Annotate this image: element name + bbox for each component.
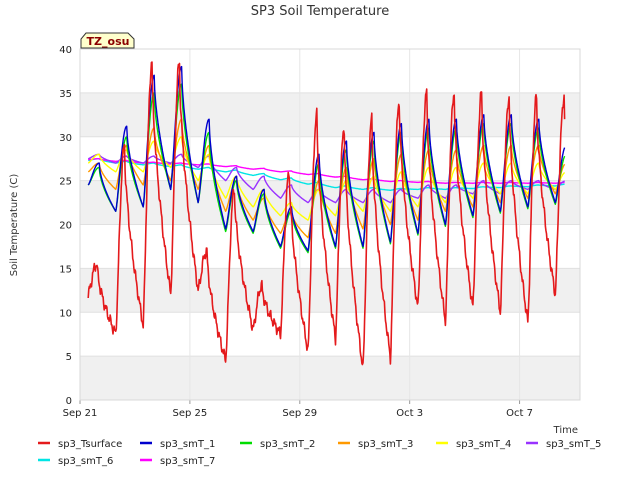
x-tick-label: Sep 25: [173, 408, 208, 419]
legend-item-sp3_smT_4: sp3_smT_4: [436, 439, 511, 450]
band-0-5: [80, 356, 580, 400]
legend-item-sp3_smT_6: sp3_smT_6: [38, 456, 113, 467]
legend-item-sp3_smT_2: sp3_smT_2: [240, 439, 315, 450]
x-tick-label: Sep 21: [63, 408, 98, 419]
legend-item-sp3_smT_1: sp3_smT_1: [140, 439, 215, 450]
plot-frame: [79, 48, 581, 401]
band-30-35: [80, 92, 580, 137]
site-badge-label: TZ_osu: [87, 35, 130, 48]
legend: sp3_Tsurface sp3_smT_1 sp3_smT_2 sp3_smT_3 s…: [38, 439, 601, 467]
y-tick-label: 0: [66, 396, 72, 407]
y-tick-label: 20: [59, 221, 72, 232]
band-5-10: [80, 312, 580, 357]
y-tick-label: 15: [59, 264, 72, 275]
legend-label: sp3_smT_4: [456, 439, 511, 450]
legend-label: sp3_smT_5: [546, 439, 601, 450]
x-tick-labels: Sep 21 Sep 25 Sep 29 Oct 3 Oct 7: [63, 408, 533, 419]
series-line-sp3_smT_6: [88, 157, 565, 192]
chart-title: SP3 Soil Temperature: [251, 4, 389, 19]
y-tick-labels: 0 5 10 15 20 25 30 35 40: [59, 45, 72, 407]
legend-label: sp3_Tsurface: [58, 439, 122, 450]
site-badge: TZ_osu: [80, 32, 135, 49]
legend-label: sp3_smT_1: [160, 439, 215, 450]
x-tick-label: Oct 3: [396, 408, 423, 419]
series-line-sp3_smT_5: [87, 153, 565, 204]
legend-label: sp3_smT_6: [58, 456, 113, 467]
legend-label: sp3_smT_3: [358, 439, 413, 450]
legend-label: sp3_smT_7: [160, 456, 215, 467]
legend-item-sp3_smT_7: sp3_smT_7: [140, 456, 215, 467]
band-35-40: [80, 49, 580, 93]
y-tick-label: 40: [59, 45, 72, 56]
y-tick-label: 35: [59, 89, 72, 100]
y-axis-label: Soil Temperature (C): [9, 174, 20, 277]
legend-label: sp3_smT_2: [260, 439, 315, 450]
y-tick-label: 25: [59, 177, 72, 188]
site-badge-box: [80, 32, 135, 49]
series-layer: [87, 61, 566, 366]
legend-item-sp3_smT_5: sp3_smT_5: [526, 439, 601, 450]
y-tick-label: 30: [59, 133, 72, 144]
series-line-sp3_smT_1: [87, 65, 566, 252]
legend-item-sp3_Tsurface: sp3_Tsurface: [38, 439, 122, 450]
grid-lines: [79, 48, 580, 404]
y-tick-label: 10: [59, 308, 72, 319]
y-tick-label: 5: [66, 352, 72, 363]
legend-item-sp3_smT_3: sp3_smT_3: [338, 439, 413, 450]
x-axis-label: Time: [553, 425, 578, 436]
x-tick-label: Sep 29: [282, 408, 317, 419]
x-tick-label: Oct 7: [506, 408, 533, 419]
series-line-sp3_Tsurface: [87, 61, 566, 366]
